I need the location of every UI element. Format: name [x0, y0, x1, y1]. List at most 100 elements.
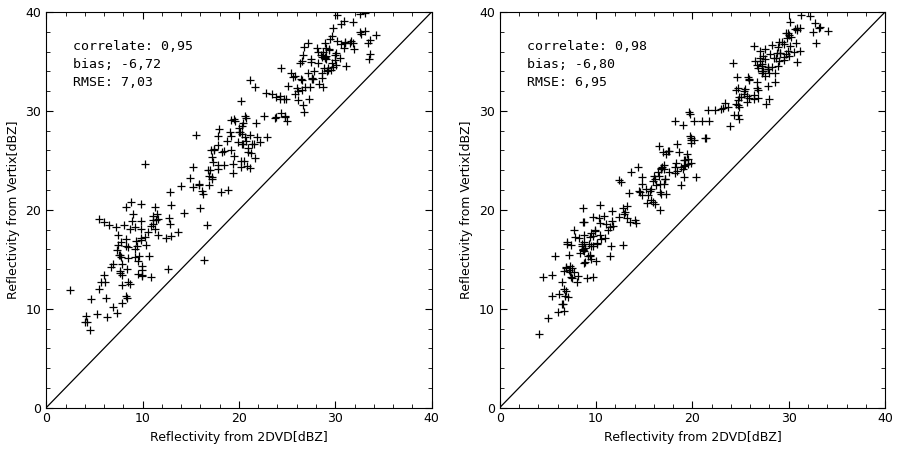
Point [598, 234, 612, 241]
Point [302, 69, 316, 77]
Point [326, 24, 340, 32]
Point [647, 173, 662, 180]
Point [624, 168, 638, 175]
Point [589, 227, 603, 235]
Point [357, 28, 372, 35]
Point [750, 84, 764, 92]
Point [583, 252, 598, 259]
Point [312, 81, 327, 88]
Point [783, 42, 797, 49]
Point [102, 221, 116, 229]
Point [755, 67, 770, 74]
Point [652, 206, 667, 213]
Point [652, 142, 667, 149]
Point [683, 110, 698, 118]
Point [726, 60, 741, 67]
Point [369, 32, 383, 39]
Point [653, 164, 668, 171]
Point [232, 124, 247, 131]
Point [162, 220, 176, 227]
Point [110, 246, 124, 253]
Point [279, 96, 293, 103]
Point [240, 148, 255, 155]
Point [643, 187, 657, 194]
Point [189, 131, 203, 138]
Point [338, 44, 352, 51]
Point [772, 49, 787, 56]
Point [259, 133, 274, 141]
Point [778, 50, 793, 57]
Point [541, 315, 555, 322]
Point [560, 239, 574, 246]
Point [740, 93, 754, 100]
Point [360, 39, 374, 46]
Point [291, 97, 305, 104]
Point [202, 181, 216, 189]
Point [648, 175, 662, 182]
Point [676, 165, 690, 172]
Point [274, 95, 288, 102]
Point [586, 232, 600, 239]
Point [652, 189, 667, 196]
Point [317, 64, 331, 72]
Point [669, 160, 683, 167]
Point [779, 29, 794, 37]
Point [274, 109, 289, 116]
Point [583, 229, 598, 236]
Point [821, 27, 835, 34]
Point [658, 176, 672, 183]
Point [793, 47, 807, 55]
Point [563, 241, 578, 249]
Point [305, 75, 320, 83]
Point [633, 188, 647, 195]
Point [770, 50, 785, 57]
Point [185, 184, 200, 191]
Point [214, 188, 229, 195]
Point [600, 226, 615, 234]
Point [772, 39, 787, 46]
Point [141, 252, 156, 259]
Point [236, 141, 250, 148]
Point [284, 69, 299, 77]
Point [644, 196, 658, 203]
Point [731, 102, 745, 109]
Point [123, 281, 138, 288]
Point [747, 42, 761, 49]
Point [128, 253, 142, 260]
Point [717, 100, 732, 107]
Point [129, 237, 143, 244]
Point [580, 275, 594, 282]
Point [194, 188, 209, 195]
Point [346, 40, 360, 47]
Point [227, 152, 241, 160]
Point [320, 67, 334, 74]
Point [304, 56, 319, 63]
Point [85, 296, 99, 303]
Point [203, 167, 218, 174]
Point [544, 293, 559, 300]
Point [98, 278, 112, 285]
Point [355, 30, 369, 37]
Point [648, 200, 662, 207]
Point [732, 111, 746, 119]
Point [620, 214, 634, 221]
Point [760, 65, 775, 73]
Point [724, 123, 738, 130]
Point [585, 213, 599, 221]
Point [278, 113, 293, 120]
Point [238, 138, 253, 145]
Point [683, 132, 698, 139]
Point [677, 162, 691, 170]
Y-axis label: Reflectivity from Vertix[dBZ]: Reflectivity from Vertix[dBZ] [461, 120, 473, 299]
Point [113, 238, 128, 245]
Point [145, 220, 159, 227]
Point [774, 38, 788, 46]
Point [133, 236, 148, 243]
Point [212, 125, 226, 132]
Point [140, 228, 155, 235]
Point [164, 201, 178, 208]
Point [150, 216, 165, 223]
Point [231, 129, 246, 136]
Point [135, 272, 149, 279]
Point [344, 37, 358, 45]
